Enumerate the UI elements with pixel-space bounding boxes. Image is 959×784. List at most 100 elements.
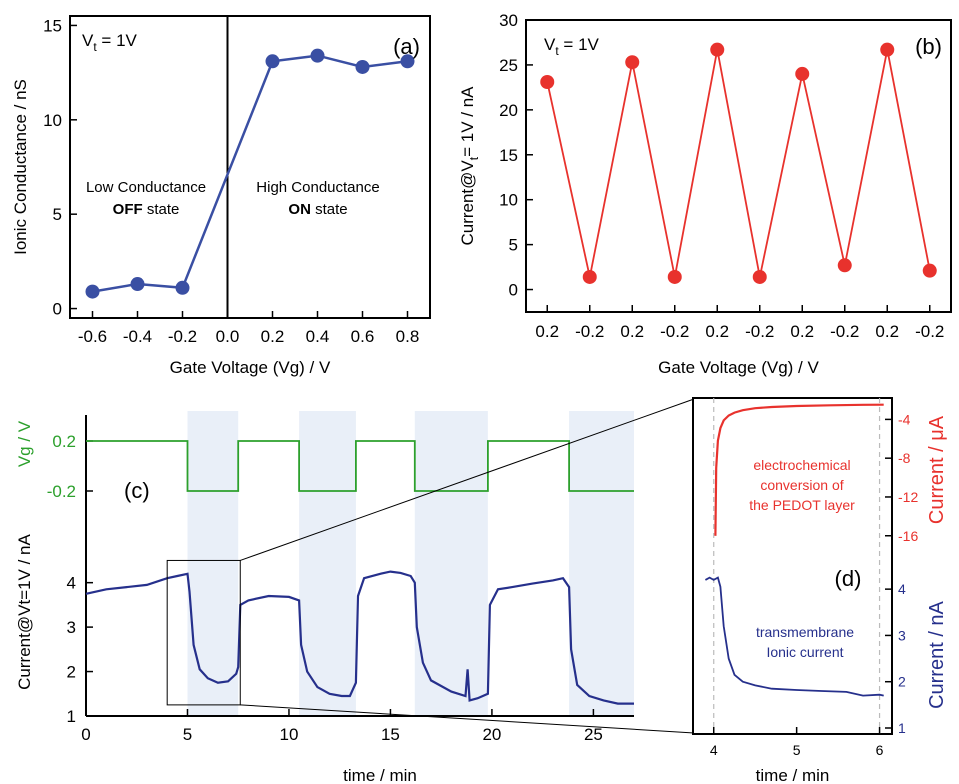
data-point — [922, 263, 937, 278]
data-point — [837, 258, 852, 273]
region-label-line1: Low Conductance — [86, 179, 206, 196]
zoom-box — [166, 559, 241, 706]
right-y-tick-label-bottom: 3 — [898, 627, 906, 643]
x-tick-label: 0.2 — [535, 322, 559, 341]
data-point — [400, 54, 415, 69]
x-tick-label: 25 — [584, 725, 603, 744]
x-tick-label: 0.2 — [790, 322, 814, 341]
data-point — [710, 42, 725, 57]
panel-b: 0.2 -0.2 0.2 -0.2 0.2 -0.2 0.2 -0.2 0.2 -0.2 0 5 10 1… — [458, 11, 952, 377]
panel-c: 0 5 10 15 20 25 1 2 3 4 0.2 -0.2 time / min Current@V… — [15, 411, 634, 784]
top-series-label: electrochemical — [753, 457, 850, 473]
right-y-tick-label-bottom: 4 — [898, 581, 906, 597]
shaded-interval — [299, 411, 356, 716]
x-tick-label: -0.2 — [575, 322, 604, 341]
region-label-line1: High Conductance — [256, 179, 379, 196]
right-y-axis-label-bottom: Current / nA — [926, 600, 948, 708]
x-tick-label: 4 — [710, 742, 718, 758]
x-tick-label: 0.8 — [396, 327, 420, 346]
x-tick-label: 0.2 — [875, 322, 899, 341]
shaded-interval — [187, 411, 239, 716]
panel-label: (c) — [124, 478, 150, 503]
data-point — [355, 59, 370, 74]
panel-label: (a) — [393, 34, 420, 59]
annotation-sub: t — [555, 44, 559, 58]
annotation-value: 1V — [578, 35, 599, 54]
zoom-connector-lines — [240, 398, 695, 734]
y-tick-label: 15 — [499, 146, 518, 165]
y-axis-label-part: Current@V — [458, 160, 477, 246]
y-axis-label-part: = 1V / nA — [458, 86, 477, 157]
panel-label: (d) — [835, 566, 862, 591]
y-axis-label: Ionic Conductance / nS — [11, 79, 30, 255]
data-point — [582, 269, 597, 284]
right-y-tick-label-top: -8 — [898, 450, 911, 466]
series-line — [546, 49, 931, 278]
y-tick-label: 20 — [499, 101, 518, 120]
annotation-value: 1V — [116, 31, 137, 50]
region-label-line2: ON state — [288, 201, 347, 218]
bottom-series-label: Ionic current — [766, 644, 843, 660]
data-point — [85, 284, 100, 299]
x-axis-label: Gate Voltage (Vg) / V — [658, 358, 819, 377]
annotation-eq: = — [97, 31, 116, 50]
right-y-axis-label-top: Current / μA — [926, 415, 948, 524]
x-tick-label: 6 — [876, 742, 884, 758]
data-point — [130, 277, 145, 292]
x-tick-label: 20 — [482, 725, 501, 744]
panel-a: -0.6 -0.4 -0.2 0.0 0.2 0.4 0.6 0.8 0 5 10 15 Gate Vo… — [11, 15, 431, 377]
data-point — [667, 269, 682, 284]
current-trace — [85, 570, 634, 705]
annotation-prefix: V — [544, 35, 556, 54]
top-series-label: conversion of — [760, 477, 843, 493]
x-tick-label: -0.2 — [168, 327, 197, 346]
x-tick-label: -0.4 — [123, 327, 152, 346]
x-tick-label: 0 — [81, 725, 90, 744]
annotation-prefix: V — [82, 31, 94, 50]
right-y-tick-label-top: -4 — [898, 411, 911, 427]
y-tick-label: 2 — [67, 663, 76, 682]
data-point — [625, 55, 640, 70]
y-tick-label: 10 — [499, 191, 518, 210]
data-point — [795, 66, 810, 81]
y-axis-label-sub: t — [467, 156, 481, 160]
x-tick-label: 5 — [183, 725, 192, 744]
plot-frame — [69, 15, 431, 319]
x-axis-label: Gate Voltage (Vg) / V — [170, 358, 331, 377]
data-point — [310, 48, 325, 63]
right-y-tick-label-bottom: 1 — [898, 720, 906, 736]
top-series-label: the PEDOT layer — [749, 497, 855, 513]
y-tick-label: 1 — [67, 707, 76, 726]
x-tick-label: 0.2 — [705, 322, 729, 341]
connector-line-bottom — [240, 704, 695, 734]
x-tick-label: 15 — [381, 725, 400, 744]
x-tick-label: -0.6 — [78, 327, 107, 346]
x-tick-label: -0.2 — [660, 322, 689, 341]
connector-line-top — [240, 398, 695, 561]
y-tick-label: 0 — [53, 300, 62, 319]
y-tick-label: 15 — [43, 16, 62, 35]
vg-tick-label: -0.2 — [47, 482, 76, 501]
vg-step-line — [86, 440, 634, 492]
region-label-rest: state — [143, 201, 180, 218]
data-point — [175, 280, 190, 295]
y-tick-label: 3 — [67, 618, 76, 637]
y-tick-label: 0 — [509, 281, 518, 300]
x-tick-label: 0.0 — [216, 327, 240, 346]
x-tick-label: 0.2 — [261, 327, 285, 346]
y-tick-label: 4 — [67, 574, 76, 593]
y-tick-label: 10 — [43, 111, 62, 130]
region-label-line2: OFF state — [113, 201, 180, 218]
shaded-interval — [414, 411, 488, 716]
region-label-bold: ON — [288, 201, 311, 218]
y-tick-label: 5 — [53, 205, 62, 224]
annotation-vt: Vt = 1V — [82, 31, 138, 54]
shaded-interval — [569, 411, 634, 716]
annotation-sub: t — [93, 40, 97, 54]
y-tick-label: 30 — [499, 11, 518, 30]
right-y-tick-label-top: -12 — [898, 489, 918, 505]
y-axis-label: Current@Vt= 1V / nA — [458, 86, 481, 246]
x-tick-label: -0.2 — [830, 322, 859, 341]
x-tick-label: -0.2 — [745, 322, 774, 341]
